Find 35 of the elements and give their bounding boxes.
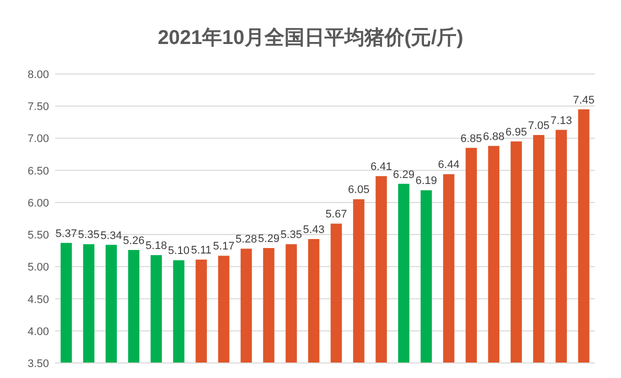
y-tick-label: 6.50	[28, 165, 49, 178]
data-label: 6.44	[438, 159, 460, 172]
data-label: 5.35	[280, 229, 302, 242]
y-tick-label: 4.50	[28, 294, 49, 306]
data-label: 5.37	[56, 228, 77, 240]
data-label: 5.26	[123, 234, 144, 247]
data-label: 6.41	[370, 161, 392, 174]
data-label: 5.18	[146, 240, 167, 252]
data-label: 5.34	[100, 230, 122, 242]
data-label: 5.67	[326, 208, 347, 221]
data-label: 6.29	[393, 168, 414, 181]
data-label: 7.13	[550, 114, 572, 127]
data-label: 5.28	[236, 234, 257, 246]
data-label: 5.43	[303, 224, 324, 236]
y-tick-label: 6.00	[28, 197, 49, 210]
data-label: 5.17	[213, 240, 234, 253]
data-label: 6.88	[483, 130, 504, 143]
y-tick-label: 8.00	[28, 69, 49, 81]
y-tick-label: 5.00	[28, 262, 49, 274]
y-tick-label: 7.50	[28, 101, 49, 114]
y-tick-label: 5.50	[28, 230, 49, 242]
y-tick-label: 7.00	[28, 133, 49, 146]
data-label: 6.05	[348, 184, 370, 196]
data-label: 7.45	[573, 94, 594, 106]
data-label: 5.35	[78, 229, 100, 242]
y-tick-label: 3.50	[28, 358, 49, 370]
data-label: 6.95	[506, 126, 527, 138]
data-label: 5.11	[190, 244, 212, 257]
data-label: 5.29	[258, 233, 280, 246]
data-label: 6.85	[460, 132, 482, 145]
data-label: 5.10	[168, 245, 190, 258]
chart-title: 2021年10月全国日平均猪价(元/斤)	[158, 26, 464, 49]
data-label: 7.05	[528, 120, 550, 132]
data-label: 6.19	[416, 175, 437, 188]
y-tick-label: 4.00	[28, 326, 49, 338]
